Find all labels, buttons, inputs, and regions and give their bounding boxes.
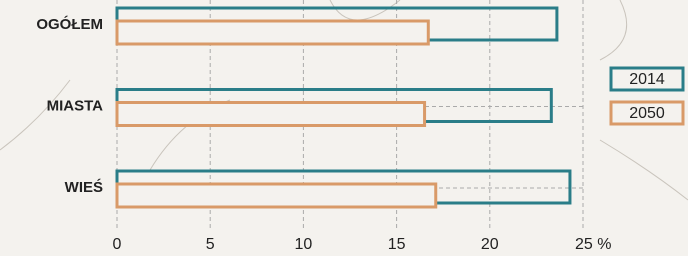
category-label: OGÓŁEM xyxy=(36,15,103,33)
legend-label: 2014 xyxy=(629,71,665,88)
x-tick-label: 10 xyxy=(295,236,313,253)
chart: 0 5 10 15 20 25 % OGÓŁEM MIASTA WIEŚ 2014 2050 xyxy=(0,0,688,256)
x-tick-label: 20 xyxy=(481,236,499,253)
legend-label: 2050 xyxy=(629,105,665,122)
bar xyxy=(117,103,425,126)
x-tick-label: 25 % xyxy=(575,236,611,253)
x-tick-label: 15 xyxy=(388,236,406,253)
category-label: WIEŚ xyxy=(65,178,103,196)
bar xyxy=(117,184,436,207)
x-tick-label: 5 xyxy=(206,236,215,253)
category-label: MIASTA xyxy=(47,97,104,114)
x-tick-label: 0 xyxy=(113,236,122,253)
bar xyxy=(117,21,428,44)
